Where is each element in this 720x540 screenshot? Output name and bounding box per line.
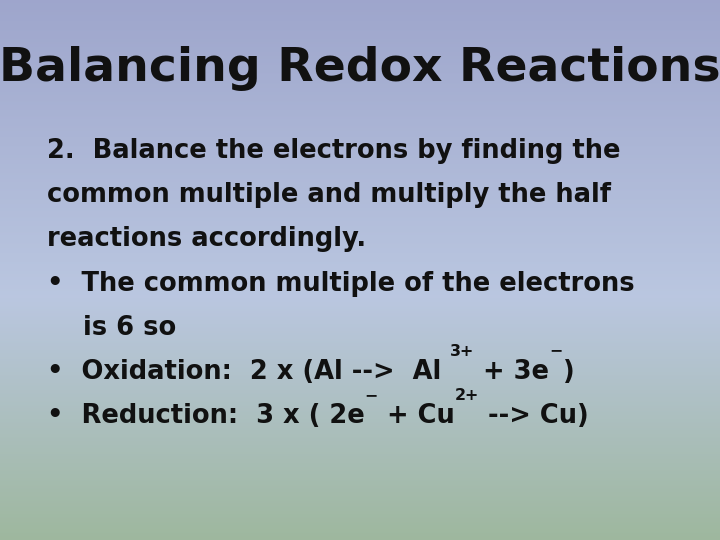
Text: reactions accordingly.: reactions accordingly. [47,226,366,252]
Text: 2.  Balance the electrons by finding the: 2. Balance the electrons by finding the [47,138,621,164]
Text: ): ) [562,359,575,385]
Text: + Cu: + Cu [378,403,454,429]
Text: + 3e: + 3e [474,359,549,385]
Text: Balancing Redox Reactions: Balancing Redox Reactions [0,46,720,91]
Text: 2+: 2+ [454,388,479,403]
Text: •  The common multiple of the electrons: • The common multiple of the electrons [47,271,634,296]
Text: 3+: 3+ [450,343,474,359]
Text: --> Cu): --> Cu) [479,403,588,429]
Text: −: − [549,343,562,359]
Text: −: − [364,388,378,403]
Text: is 6 so: is 6 so [47,315,176,341]
Text: •  Oxidation:  2 x (Al -->  Al: • Oxidation: 2 x (Al --> Al [47,359,450,385]
Text: •  Reduction:  3 x ( 2e: • Reduction: 3 x ( 2e [47,403,364,429]
Text: common multiple and multiply the half: common multiple and multiply the half [47,182,611,208]
